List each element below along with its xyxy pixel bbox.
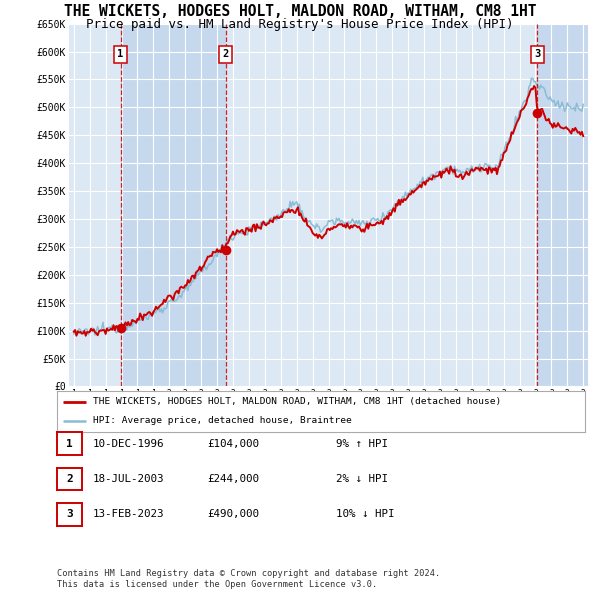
Text: 1: 1 bbox=[66, 439, 73, 448]
Text: 3: 3 bbox=[534, 50, 541, 60]
Bar bbox=[121, 24, 226, 386]
Text: THE WICKETS, HODGES HOLT, MALDON ROAD, WITHAM, CM8 1HT (detached house): THE WICKETS, HODGES HOLT, MALDON ROAD, W… bbox=[93, 397, 501, 407]
Text: THE WICKETS, HODGES HOLT, MALDON ROAD, WITHAM, CM8 1HT: THE WICKETS, HODGES HOLT, MALDON ROAD, W… bbox=[64, 4, 536, 19]
Text: 3: 3 bbox=[66, 510, 73, 519]
Text: £104,000: £104,000 bbox=[207, 439, 259, 448]
Text: 13-FEB-2023: 13-FEB-2023 bbox=[93, 510, 164, 519]
Text: 1: 1 bbox=[118, 50, 124, 60]
Text: 2: 2 bbox=[223, 50, 229, 60]
Text: 10% ↓ HPI: 10% ↓ HPI bbox=[336, 510, 395, 519]
Text: 9% ↑ HPI: 9% ↑ HPI bbox=[336, 439, 388, 448]
Text: Contains HM Land Registry data © Crown copyright and database right 2024.
This d: Contains HM Land Registry data © Crown c… bbox=[57, 569, 440, 589]
Text: Price paid vs. HM Land Registry's House Price Index (HPI): Price paid vs. HM Land Registry's House … bbox=[86, 18, 514, 31]
Bar bbox=[226, 24, 538, 386]
Text: 18-JUL-2003: 18-JUL-2003 bbox=[93, 474, 164, 484]
Text: 10-DEC-1996: 10-DEC-1996 bbox=[93, 439, 164, 448]
Text: 2% ↓ HPI: 2% ↓ HPI bbox=[336, 474, 388, 484]
Bar bbox=[538, 24, 588, 386]
Text: 2: 2 bbox=[66, 474, 73, 484]
Text: HPI: Average price, detached house, Braintree: HPI: Average price, detached house, Brai… bbox=[93, 416, 352, 425]
Text: £244,000: £244,000 bbox=[207, 474, 259, 484]
Bar bbox=[69, 24, 121, 386]
Text: £490,000: £490,000 bbox=[207, 510, 259, 519]
